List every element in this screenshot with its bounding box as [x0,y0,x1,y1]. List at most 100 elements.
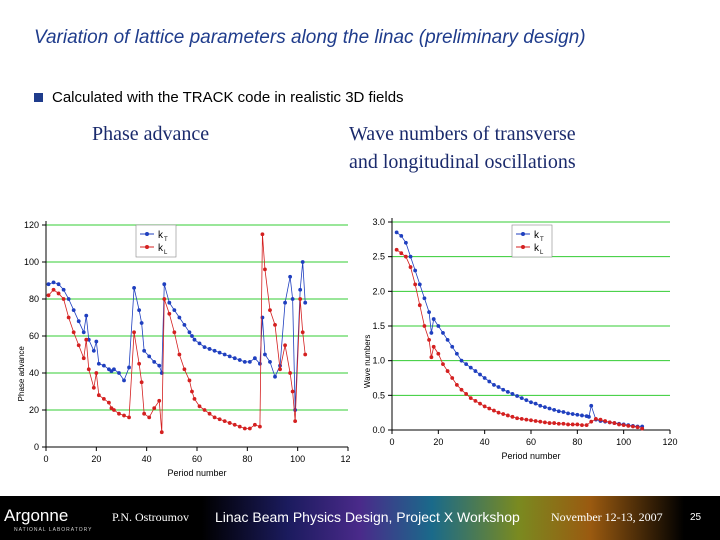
right-point-k_T-33 [543,405,547,410]
right-point-k_T-11 [441,331,445,335]
right-point-k_L-18 [473,398,478,403]
right-x-axis-label: Period number [501,451,560,461]
right-x-tick-label-1: 20 [433,437,443,447]
left-point-k_L-2 [56,291,61,296]
right-point-k_L-49 [617,422,621,427]
left-point-k_T-48 [258,361,262,366]
right-point-k_T-27 [515,394,519,398]
left-point-k_L-47 [252,422,257,427]
left-point-k_T-7 [81,330,86,335]
bullet-item: Calculated with the TRACK code in realis… [34,89,404,106]
left-point-k_L-24 [147,415,152,420]
right-point-k_T-10 [436,324,441,328]
left-point-k_L-45 [242,426,247,431]
right-point-k_L-31 [533,419,538,423]
right-point-k_L-17 [468,396,473,401]
left-x-tick-label-5: 100 [290,454,305,464]
left-point-k_L-31 [177,352,182,357]
right-point-k_L-11 [441,362,445,367]
left-point-k_T-21 [137,308,142,312]
right-point-k_L-23 [496,410,501,415]
left-point-k_L-59 [300,330,305,335]
left-y-tick-label-3: 60 [29,331,39,341]
argonne-logo-tagline: NATIONAL LABORATORY [14,527,93,533]
left-point-k_T-30 [172,308,177,312]
left-point-k_T-17 [117,371,121,375]
left-point-k_L-57 [293,419,298,423]
subtitle-wave-numbers: Wave numbers of transverse and longitudi… [349,120,576,176]
right-y-tick-label-6: 3.0 [372,217,385,227]
bullet-square-icon [34,93,43,102]
right-point-k_T-21 [487,379,492,384]
right-point-k_L-46 [603,419,608,423]
right-x-tick-label-2: 40 [480,437,490,447]
right-x-tick-label-5: 100 [616,437,631,447]
subtitle-phase-advance: Phase advance [92,123,210,145]
right-point-k_L-45 [598,417,603,422]
left-point-k_T-25 [152,360,157,364]
left-point-k_T-39 [212,348,217,353]
left-point-k_L-11 [94,371,99,375]
right-x-tick-label-0: 0 [389,437,394,447]
left-point-k_L-34 [190,389,194,394]
left-point-k_T-45 [242,360,247,364]
right-point-k_L-20 [482,404,487,409]
left-point-k_L-53 [278,367,282,372]
right-point-k_L-1 [399,251,404,256]
left-point-k_T-36 [197,341,202,346]
argonne-logo: Argonne [4,506,69,525]
left-point-k_L-21 [137,361,142,366]
left-point-k_L-52 [273,323,277,327]
left-point-k_T-0 [46,282,51,287]
right-point-k_L-53 [635,425,640,430]
right-legend-label-k_L: k [534,243,540,254]
left-point-k_T-34 [190,334,194,338]
right-point-k_T-17 [468,365,473,370]
right-point-k_T-14 [454,351,459,356]
left-point-k_L-14 [107,400,111,405]
left-point-k_L-50 [263,267,267,272]
left-point-k_L-35 [192,397,197,401]
left-point-k_T-24 [147,354,152,359]
left-point-k_L-13 [101,397,106,401]
phase-advance-chart: 0 20 40 60 80 100 120 0 20 40 60 80 100 120 Period num… [0,205,350,490]
right-point-k_L-30 [529,418,533,423]
right-y-tick-label-4: 2.0 [372,286,385,296]
right-point-k_T-22 [492,383,496,387]
left-point-k_T-43 [232,356,237,361]
right-point-k_T-44 [589,403,594,408]
left-point-k_L-0 [46,293,51,298]
right-point-k_L-24 [501,412,506,416]
right-point-k_T-20 [482,376,487,380]
left-point-k_T-55 [288,274,293,279]
right-point-k_L-54 [640,426,645,431]
right-point-k_L-19 [478,401,482,406]
right-point-k_T-6 [422,296,427,301]
footer-bar: Argonne NATIONAL LABORATORY P.N. Ostroum… [0,496,720,540]
right-point-k_L-0 [394,247,399,252]
left-x-tick-label-6: 120 [340,454,350,464]
right-legend-label-k_T: k [534,230,540,241]
right-point-k_L-14 [454,383,459,387]
right-point-k_T-18 [473,369,478,373]
left-point-k_T-10 [91,348,96,353]
wave-numbers-chart: 0.0 0.5 1.0 1.5 2.0 2.5 3.0 0 20 40 60 80 100 120 Peri… [352,205,698,490]
left-point-k_T-29 [167,300,172,305]
left-point-k_L-23 [142,411,147,416]
right-point-k_L-5 [417,303,422,308]
right-point-k_L-4 [413,282,418,287]
left-point-k_L-40 [217,417,222,422]
right-point-k_L-2 [404,254,408,259]
left-point-k_L-46 [247,426,252,431]
left-y-tick-label-4: 80 [29,294,39,304]
left-y-tick-label-0: 0 [34,442,39,452]
left-point-k_L-1 [51,287,56,292]
right-legend-marker-k_T [521,232,525,236]
left-point-k_T-33 [187,330,192,335]
right-point-k_L-44 [593,417,598,421]
left-point-k_T-37 [202,345,207,349]
right-point-k_L-16 [464,392,469,396]
right-point-k_L-41 [580,423,584,428]
right-point-k_L-43 [589,419,594,424]
left-x-tick-label-3: 60 [192,454,202,464]
